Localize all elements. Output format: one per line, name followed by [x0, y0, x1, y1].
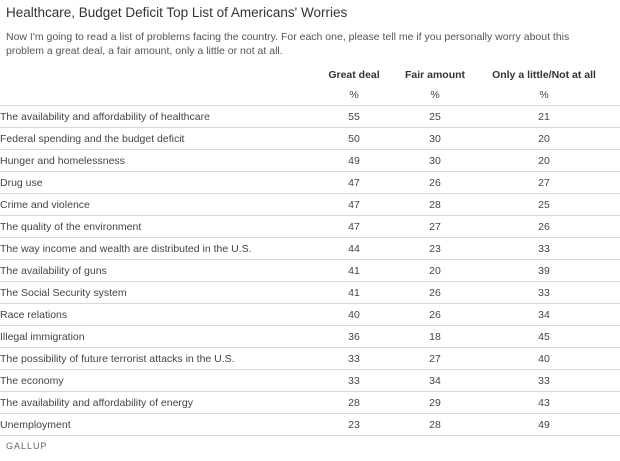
table-body: The availability and affordability of he… [0, 105, 620, 436]
row-label: Drug use [0, 171, 306, 194]
unit-label: % [306, 84, 402, 106]
value-cell: 39 [468, 259, 620, 282]
value-cell: 47 [306, 193, 402, 216]
value-cell: 20 [402, 259, 468, 282]
value-cell: 33 [306, 369, 402, 392]
value-cell: 23 [306, 413, 402, 436]
value-cell: 47 [306, 215, 402, 238]
value-cell: 33 [468, 237, 620, 260]
column-header: Fair amount [404, 69, 466, 81]
row-label: Hunger and homelessness [0, 149, 306, 172]
units-row: % % % [0, 84, 620, 106]
table-row: Unemployment 23 28 49 [0, 413, 620, 436]
value-cell: 20 [468, 127, 620, 150]
table-row: The quality of the environment 47 27 26 [0, 215, 620, 238]
row-label: The economy [0, 369, 306, 392]
row-label: The availability and affordability of en… [0, 391, 306, 414]
row-label: The availability of guns [0, 259, 306, 282]
value-cell: 34 [402, 369, 468, 392]
value-cell: 27 [402, 347, 468, 370]
source-credit: GALLUP [6, 441, 48, 451]
value-cell: 30 [402, 149, 468, 172]
unit-label: % [402, 84, 468, 106]
table-row: The way income and wealth are distribute… [0, 237, 620, 260]
row-label: Crime and violence [0, 193, 306, 216]
value-cell: 33 [306, 347, 402, 370]
row-label: Illegal immigration [0, 325, 306, 348]
value-cell: 29 [402, 391, 468, 414]
table-row: Illegal immigration 36 18 45 [0, 325, 620, 348]
row-label: The Social Security system [0, 281, 306, 304]
value-cell: 25 [402, 105, 468, 128]
table-row: The economy 33 34 33 [0, 369, 620, 392]
value-cell: 23 [402, 237, 468, 260]
row-label: The possibility of future terrorist atta… [0, 347, 306, 370]
value-cell: 50 [306, 127, 402, 150]
column-header: Only a little/Not at all [492, 69, 596, 81]
value-cell: 26 [402, 171, 468, 194]
value-cell: 40 [306, 303, 402, 326]
value-cell: 55 [306, 105, 402, 128]
value-cell: 27 [468, 171, 620, 194]
table-row: Crime and violence 47 28 25 [0, 193, 620, 216]
value-cell: 26 [402, 303, 468, 326]
chart-subtitle: Now I'm going to read a list of problems… [6, 31, 570, 57]
data-table: Great deal Fair amount Only a little/Not… [0, 66, 620, 436]
table-row: The availability of guns 41 20 39 [0, 259, 620, 282]
column-header: Great deal [328, 69, 380, 81]
table-row: The Social Security system 41 26 33 [0, 281, 620, 304]
row-label: Unemployment [0, 413, 306, 436]
value-cell: 41 [306, 281, 402, 304]
row-label: The quality of the environment [0, 215, 306, 238]
value-cell: 26 [402, 281, 468, 304]
value-cell: 34 [468, 303, 620, 326]
value-cell: 20 [468, 149, 620, 172]
value-cell: 28 [306, 391, 402, 414]
row-label: The availability and affordability of he… [0, 105, 306, 128]
value-cell: 28 [402, 193, 468, 216]
table-row: The availability and affordability of he… [0, 105, 620, 128]
value-cell: 26 [468, 215, 620, 238]
table-row: The availability and affordability of en… [0, 391, 620, 414]
chart-title: Healthcare, Budget Deficit Top List of A… [6, 5, 348, 20]
value-cell: 33 [468, 369, 620, 392]
row-label: The way income and wealth are distribute… [0, 237, 306, 260]
value-cell: 47 [306, 171, 402, 194]
row-label: Race relations [0, 303, 306, 326]
units-label-cell [0, 84, 306, 106]
row-label: Federal spending and the budget deficit [0, 127, 306, 150]
value-cell: 43 [468, 391, 620, 414]
header-label-column [0, 66, 306, 84]
table-row: Drug use 47 26 27 [0, 171, 620, 194]
table-row: Race relations 40 26 34 [0, 303, 620, 326]
value-cell: 28 [402, 413, 468, 436]
value-cell: 49 [468, 413, 620, 436]
value-cell: 33 [468, 281, 620, 304]
value-cell: 27 [402, 215, 468, 238]
table-row: The possibility of future terrorist atta… [0, 347, 620, 370]
value-cell: 40 [468, 347, 620, 370]
value-cell: 45 [468, 325, 620, 348]
table-row: Federal spending and the budget deficit 5… [0, 127, 620, 150]
unit-label: % [468, 84, 620, 106]
value-cell: 36 [306, 325, 402, 348]
value-cell: 21 [468, 105, 620, 128]
value-cell: 18 [402, 325, 468, 348]
value-cell: 44 [306, 237, 402, 260]
table-row: Hunger and homelessness 49 30 20 [0, 149, 620, 172]
value-cell: 41 [306, 259, 402, 282]
value-cell: 25 [468, 193, 620, 216]
value-cell: 49 [306, 149, 402, 172]
header-row: Great deal Fair amount Only a little/Not… [0, 66, 620, 84]
value-cell: 30 [402, 127, 468, 150]
